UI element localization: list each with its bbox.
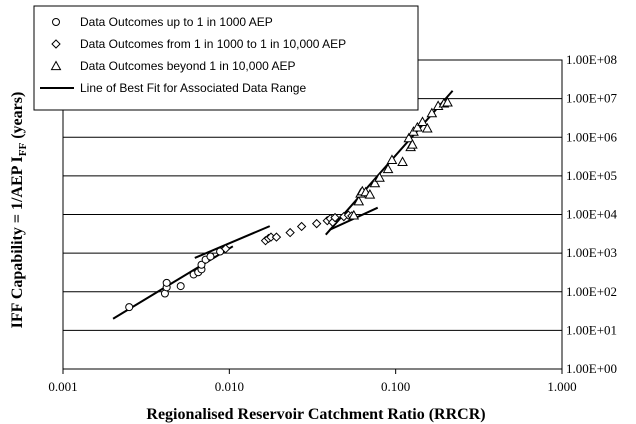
data-point-circle [206,252,215,261]
x-tick-label: 1.000 [547,379,576,394]
y-tick-label: 1.00E+06 [566,129,618,144]
data-point-triangle [386,154,398,164]
legend-box [33,5,419,111]
data-point-triangle [403,132,415,143]
data-point-triangle [421,122,433,133]
best-fit-line [194,225,271,259]
legend-swatch-triangle [50,60,62,71]
data-point-diamond [330,212,340,223]
data-point-diamond [296,221,307,232]
data-points [125,96,453,312]
y-tick-label: 1.00E+03 [566,245,617,260]
data-point-diamond [220,244,231,254]
legend-label: Data Outcomes from 1 in 1000 to 1 in 10,… [80,37,346,51]
y-axis-title-subscript: FF [17,142,29,156]
data-point-circle [216,247,225,256]
legend-label: Data Outcomes up to 1 in 1000 AEP [80,15,273,29]
data-point-circle [125,303,134,312]
data-point-triangle [417,116,428,126]
data-point-triangle [407,138,418,149]
data-point-triangle [382,163,394,174]
data-point-triangle [369,177,381,188]
y-axis-ticks: 1.00E+00 1.00E+01 1.00E+02 1.00E+03 1.00E+04… [566,52,618,376]
data-point-triangle [364,188,376,199]
y-tick-label: 1.00E+05 [566,168,617,183]
data-point-triangle [442,96,453,107]
legend: Data Outcomes up to 1 in 1000 AEP Data Ou… [33,5,419,111]
data-point-circle [197,260,206,269]
y-tick-label: 1.00E+08 [566,52,617,67]
x-tick-label: 0.100 [381,379,410,394]
legend-label: Line of Best Fit for Associated Data Ran… [80,81,306,95]
data-point-triangle [374,172,385,182]
y-axis-title-tail: (years) [9,92,26,143]
x-tick-label: 0.010 [215,379,244,394]
data-point-triangle [348,209,360,220]
data-point-circle [162,278,171,287]
y-axis-title-main: IFF Capability = 1/AEP I [9,156,26,328]
y-axis-title: IFF Capability = 1/AEP IFF (years) [9,92,29,329]
data-point-triangle [411,121,423,132]
y-tick-label: 1.00E+00 [566,361,617,376]
x-tick-label: 0.001 [48,379,77,394]
y-tick-label: 1.00E+02 [566,284,617,299]
y-tick-label: 1.00E+04 [566,207,618,222]
y-tick-label: 1.00E+01 [566,322,617,337]
x-axis-title: Regionalised Reservoir Catchment Ratio (… [146,406,485,423]
legend-swatch-circle [52,18,60,26]
data-point-diamond [271,232,282,242]
data-point-triangle [353,195,365,206]
x-axis-ticks: 0.001 0.010 0.100 1.000 [48,369,577,394]
y-tick-label: 1.00E+07 [566,91,618,106]
legend-swatch-diamond [51,39,61,49]
data-point-circle [176,282,185,291]
data-point-diamond [311,218,322,229]
data-point-diamond [285,227,295,238]
data-point-triangle [426,107,438,118]
legend-label: Data Outcomes beyond 1 in 10,000 AEP [80,59,295,73]
data-point-triangle [397,156,408,167]
